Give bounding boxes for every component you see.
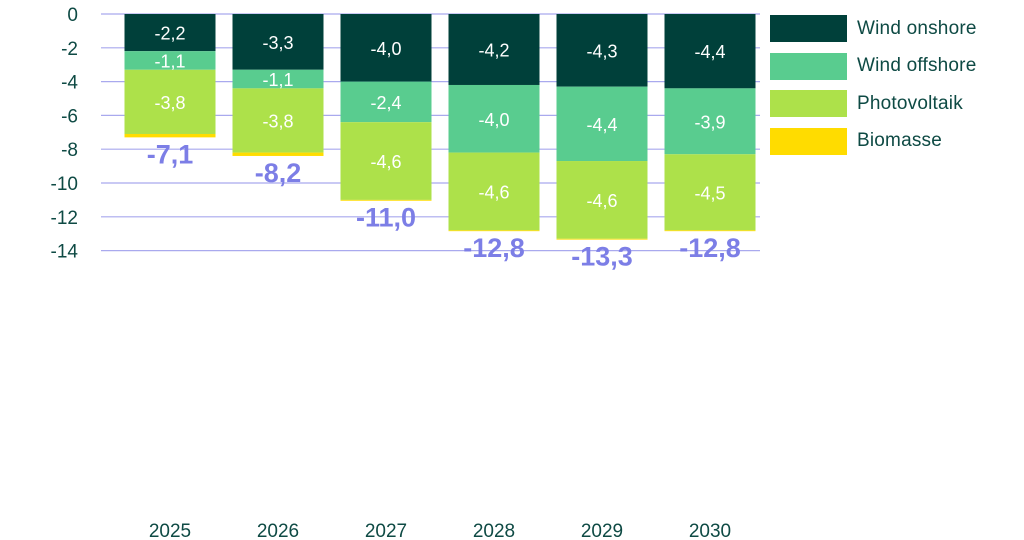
legend-swatch [770,90,847,118]
segment-value-label: -2,2 [154,24,185,44]
y-tick-label: -8 [61,140,78,161]
segment-value-label: -2,4 [370,93,401,113]
x-tick-label: 2028 [473,521,515,540]
legend-label: Wind offshore [857,55,977,77]
legend-item: Wind offshore [770,48,977,86]
x-tick-label: 2025 [149,521,191,540]
total-value-label: -8,2 [255,158,302,188]
legend-item: Biomasse [770,123,977,161]
x-axis: 2025 2026 2027 2028 2029 2030 [149,521,731,540]
bar-segment [232,14,324,70]
bar-segment [448,152,540,231]
segment-value-label: -3,9 [694,112,725,132]
bar-segment [556,161,648,239]
bar-segment [340,14,432,82]
y-tick-label: -4 [61,73,78,94]
segment-value-label: -4,2 [478,40,509,60]
bar-segment [340,81,432,123]
bar-segment [124,69,216,134]
segment-value-label: -3,8 [262,111,293,131]
bar-segment [448,14,540,85]
segment-value-label: -4,0 [478,110,509,130]
x-tick-label: 2026 [257,521,299,540]
bar-segment [664,88,756,155]
bar-segment [340,122,432,200]
segment-value-label: -1,1 [262,70,293,90]
y-tick-label: 0 [67,5,78,26]
y-tick-label: -6 [61,106,78,127]
segment-value-label: -4,5 [694,183,725,203]
legend-label: Wind onshore [857,17,977,39]
bar-segment [232,152,324,156]
bar-segment [124,51,216,70]
y-tick-label: -14 [51,242,79,263]
total-value-label: -12,8 [679,233,741,263]
y-axis: 0 -2 -4 -6 -8 -10 -12 -14 [51,5,79,263]
segment-value-label: -4,6 [478,182,509,202]
segment-value-label: -3,8 [154,93,185,113]
data-labels: -2,2 -1,1 -3,8 -3,3 -1,1 -3,8 -4,0 -2,4 -4,6 -4,2… [154,24,725,211]
bar-segment [232,69,324,89]
bar-segment [664,14,756,89]
segment-value-label: -4,6 [586,191,617,211]
x-tick-label: 2027 [365,521,407,540]
bar-segment [556,14,648,87]
legend-swatch [770,127,847,155]
legend-swatch [770,52,847,80]
segment-value-label: -4,4 [586,115,617,135]
segment-value-label: -4,4 [694,42,725,62]
segment-value-label: -3,3 [262,33,293,53]
bar-segment [556,238,648,240]
segment-value-label: -4,0 [370,39,401,59]
y-tick-label: -10 [51,174,78,195]
total-labels: -7,1 -8,2 -11,0 -12,8 -13,3 -12,8 [147,139,741,271]
segment-value-label: -4,6 [370,152,401,172]
bars [124,14,756,240]
x-tick-label: 2029 [581,521,623,540]
y-tick-label: -2 [61,39,78,60]
y-tick-label: -12 [51,208,78,229]
segment-value-label: -4,3 [586,41,617,61]
legend-label: Photovoltaik [857,92,963,114]
x-tick-label: 2030 [689,521,731,540]
total-value-label: -12,8 [463,233,525,263]
total-value-label: -11,0 [356,203,416,233]
legend: Wind onshore Wind offshore Photovoltaik Bio… [770,10,977,160]
bar-segment [340,199,432,201]
bar-segment [664,230,756,232]
legend-item: Photovoltaik [770,85,977,123]
total-value-label: -13,3 [571,242,633,272]
bar-segment [448,230,540,232]
segment-value-label: -1,1 [154,51,185,71]
bar-segment [664,154,756,231]
bar-segment [124,133,216,138]
total-value-label: -7,1 [147,139,194,169]
legend-item: Wind onshore [770,10,977,48]
legend-label: Biomasse [857,130,943,152]
bar-segment [448,84,540,153]
bar-segment [556,86,648,162]
bar-segment [124,14,216,52]
legend-swatch [770,15,847,43]
bar-segment [232,88,324,153]
